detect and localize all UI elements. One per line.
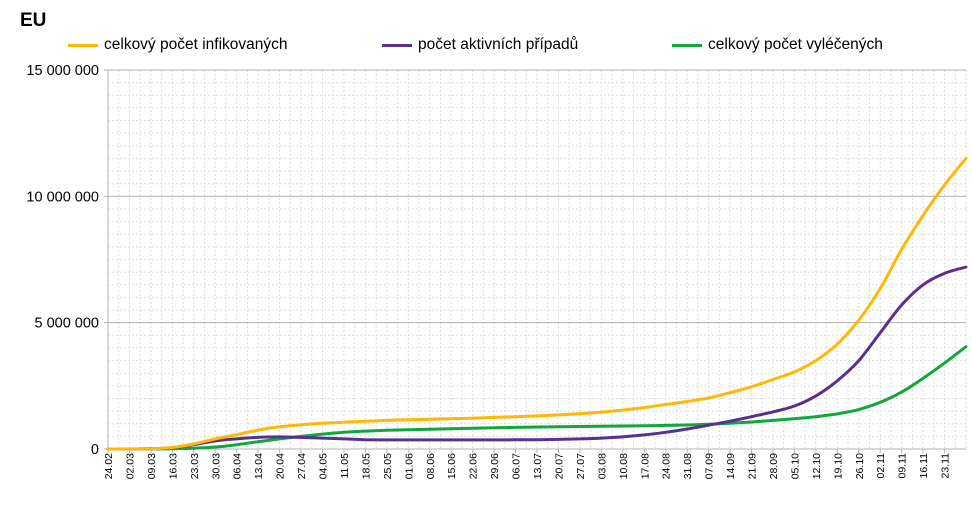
x-tick-label: 24.08 (661, 453, 673, 479)
x-tick-label: 13.07 (532, 453, 544, 479)
x-tick-label: 13.04 (253, 453, 265, 479)
x-tick-label: 23.03 (189, 453, 201, 479)
x-tick-label: 10.08 (618, 453, 630, 479)
x-tick-label: 22.06 (468, 453, 480, 479)
x-tick-label: 24.02 (103, 453, 115, 479)
x-tick-label: 17.08 (639, 453, 651, 479)
x-tick-label: 01.06 (403, 453, 415, 479)
x-tick-label: 12.10 (811, 453, 823, 479)
x-tick-label: 27.07 (575, 453, 587, 479)
legend-label-active: počet aktivních případů (418, 36, 579, 53)
y-tick-label: 10 000 000 (26, 189, 99, 205)
x-tick-label: 21.09 (747, 453, 759, 479)
x-tick-label: 27.04 (296, 453, 308, 479)
series-line-active (106, 265, 968, 451)
x-tick-label: 05.10 (789, 453, 801, 479)
y-tick-label: 5 000 000 (34, 316, 99, 332)
x-tick-label: 07.09 (704, 453, 716, 479)
x-tick-label: 06.07 (511, 453, 523, 479)
grid-minor-lines (107, 70, 967, 449)
x-tick-label: 11.05 (339, 453, 351, 479)
legend-swatch-infected (68, 43, 98, 47)
x-tick-label: 14.09 (725, 453, 737, 479)
x-tick-label: 16.03 (167, 453, 179, 479)
x-tick-label: 02.11 (875, 453, 887, 479)
x-tick-label: 09.11 (897, 453, 909, 479)
x-tick-label: 09.03 (146, 453, 158, 479)
legend-item-infected: celkový počet infikovaných (68, 36, 288, 54)
legend-swatch-recovered (672, 43, 702, 47)
series-lines (106, 156, 968, 451)
x-tick-label: 23.11 (940, 453, 952, 479)
series-line-infected (106, 156, 968, 451)
x-tick-label: 19.10 (832, 453, 844, 479)
x-tick-label: 03.08 (596, 453, 608, 479)
x-tick-label: 08.06 (425, 453, 437, 479)
x-tick-label: 28.09 (768, 453, 780, 479)
legend-label-recovered: celkový počet vyléčených (708, 36, 883, 53)
x-tick-label: 29.06 (489, 453, 501, 479)
x-tick-label: 04.05 (318, 453, 330, 479)
x-tick-label: 16.11 (918, 453, 930, 479)
y-tick-label: 0 (91, 442, 99, 458)
chart-title: EU (20, 10, 47, 31)
legend-label-infected: celkový počet infikovaných (104, 36, 288, 53)
y-tick-labels: 0 5 000 000 10 000 000 15 000 000 (26, 63, 99, 458)
x-tick-label: 25.05 (382, 453, 394, 479)
x-tick-label: 26.10 (854, 453, 866, 479)
x-tick-label: 06.04 (232, 453, 244, 479)
x-tick-label: 15.06 (446, 453, 458, 479)
legend-item-active: počet aktivních případů (382, 36, 578, 54)
x-tick-label: 31.08 (682, 453, 694, 479)
axes (107, 70, 966, 453)
x-tick-label: 02.03 (124, 453, 136, 479)
series-line-recovered (106, 345, 968, 451)
y-tick-label: 15 000 000 (26, 63, 99, 79)
legend-item-recovered: celkový počet vyléčených (672, 36, 883, 54)
legend-swatch-active (382, 43, 412, 47)
x-tick-labels: 24.02 02.03 09.03 16.03 23.03 30.03 06.04 13.04… (103, 453, 952, 479)
x-tick-label: 20.04 (275, 453, 287, 479)
x-tick-label: 30.03 (210, 453, 222, 479)
legend: celkový počet infikovaných počet aktivní… (0, 36, 972, 58)
x-tick-label: 20.07 (553, 453, 565, 479)
x-tick-label: 18.05 (360, 453, 372, 479)
